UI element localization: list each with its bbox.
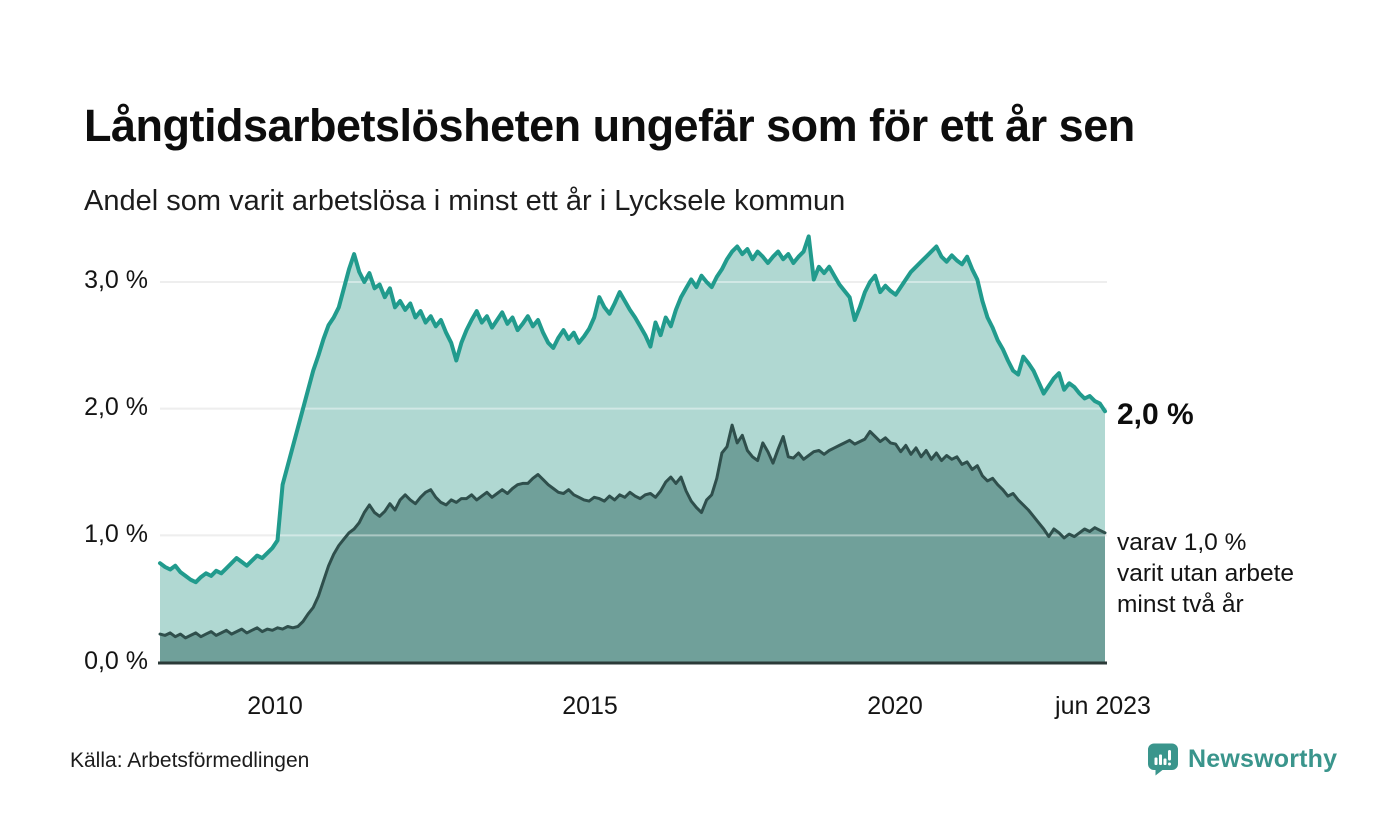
- newsworthy-logo: Newsworthy: [1146, 742, 1337, 776]
- y-tick-label-3: 3,0 %: [84, 266, 148, 294]
- newsworthy-logo-text: Newsworthy: [1188, 744, 1338, 773]
- x-tick-label-jun-2023: jun 2023: [1055, 692, 1151, 720]
- newsworthy-bubble-chart-icon: [1146, 742, 1180, 776]
- gridlines-over: [160, 280, 1107, 537]
- source-note: Källa: Arbetsförmedlingen: [70, 749, 310, 772]
- area-two-years-fill: [160, 425, 1105, 662]
- end-value-label-two-years: varav 1,0 % varit utan arbete minst två …: [1117, 527, 1294, 620]
- end-label-line-1: varav 1,0 %: [1117, 529, 1247, 556]
- x-tick-label-2020: 2020: [867, 692, 923, 720]
- line-one-year: [158, 234, 1107, 585]
- x-tick-label-2010: 2010: [247, 692, 303, 720]
- y-tick-label-2: 2,0 %: [84, 393, 148, 421]
- chart-subtitle: Andel som varit arbetslösa i minst ett å…: [84, 185, 846, 217]
- y-tick-label-1: 1,0 %: [84, 520, 148, 548]
- end-value-label-one-year: 2,0 %: [1117, 398, 1194, 431]
- x-tick-label-2015: 2015: [562, 692, 618, 720]
- end-label-line-3: minst två år: [1117, 591, 1244, 618]
- chart-title: Långtidsarbetslösheten ungefär som för e…: [84, 100, 1135, 152]
- end-label-line-2: varit utan arbete: [1117, 560, 1295, 587]
- y-tick-label-0: 0,0 %: [84, 647, 148, 675]
- line-two-years: [158, 423, 1107, 640]
